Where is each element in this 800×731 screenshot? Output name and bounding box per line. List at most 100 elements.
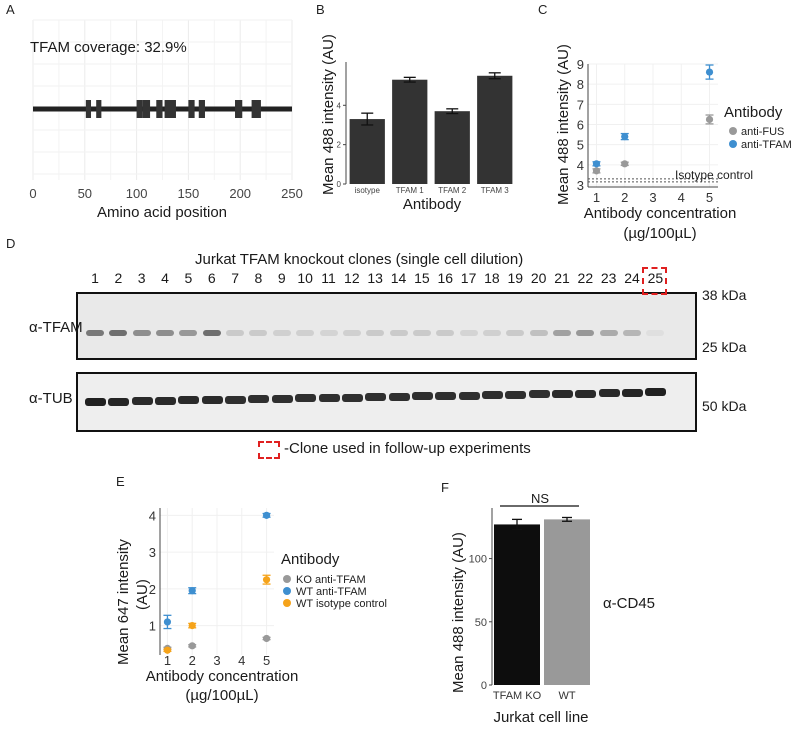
f-xtick-label: TFAM KO: [493, 690, 542, 702]
e-xlabel: Antibody concentration: [146, 668, 299, 685]
tfam-band: [553, 330, 571, 336]
tfam-band: [482, 330, 501, 336]
e-legend-swatch: [283, 599, 291, 607]
e-ylabel: Mean 647 intensity: [115, 539, 132, 665]
lane-number: 12: [344, 270, 360, 286]
lane-number: 9: [277, 270, 286, 286]
lane-number: 21: [554, 270, 570, 286]
tfam-band: [599, 330, 618, 336]
tfam-band: [296, 330, 315, 336]
a-covered-segment: [198, 100, 205, 118]
tubulin-band: [248, 395, 270, 404]
c-xtick-label: 2: [621, 190, 628, 205]
blot-legend-text: -Clone used in follow-up experiments: [284, 440, 531, 457]
a-coverage-annotation: TFAM coverage: 32.9%: [30, 39, 187, 56]
lane-number: 8: [254, 270, 263, 286]
b-xlabel: Antibody: [403, 196, 462, 213]
lane-number: 19: [507, 270, 524, 286]
marker-25kda: 25 kDa: [702, 339, 747, 355]
c-ytick-label: 3: [577, 178, 584, 193]
panel-label-f: F: [441, 480, 449, 495]
tubulin-band: [388, 392, 410, 401]
tubulin-band: [178, 396, 200, 405]
lane-number: 22: [577, 270, 594, 286]
c-xtick-label: 4: [678, 190, 685, 205]
tfam-band: [249, 330, 268, 336]
tubulin-band: [575, 389, 597, 398]
e-point: [188, 622, 196, 630]
legend-dashed-box: [258, 441, 280, 459]
e-ylabel2: (AU): [134, 579, 151, 610]
lane-number: 18: [484, 270, 500, 286]
tubulin-band: [458, 391, 480, 400]
c-point: [592, 167, 601, 175]
a-covered-segment: [164, 100, 176, 118]
a-xtick-label: 200: [229, 186, 251, 201]
c-point: [592, 160, 601, 168]
lane-number: 25: [647, 270, 664, 286]
b-ylabel: Mean 488 intensity (AU): [320, 34, 337, 195]
c-ytick-label: 9: [577, 57, 584, 72]
tubulin-band: [295, 394, 317, 403]
lane-number: 23: [600, 270, 617, 286]
f-ytick-label: 0: [481, 680, 487, 692]
c-xlabel2: (µg/100µL): [623, 225, 696, 242]
tubulin-band: [435, 392, 457, 400]
marker-50kda: 50 kDa: [702, 398, 747, 414]
tubulin-blot: [76, 372, 697, 432]
b-bar: [392, 79, 428, 184]
c-xtick-label: 1: [593, 190, 600, 205]
a-covered-segment: [251, 100, 261, 118]
b-xtick-label: TFAM 1: [396, 186, 425, 195]
c-ytick-label: 6: [577, 117, 584, 132]
tubulin-band: [552, 390, 573, 398]
e-point: [188, 642, 196, 650]
c-xtick-label: 3: [649, 190, 656, 205]
e-legend-label: KO anti-TFAM: [296, 574, 366, 586]
e-point: [188, 587, 196, 595]
tfam-band: [226, 330, 245, 336]
tubulin-band: [411, 392, 433, 401]
f-xtick-label: WT: [558, 690, 575, 702]
b-ytick-label: 4: [337, 101, 342, 110]
lane-number: 13: [367, 270, 383, 286]
panel-label-b: B: [316, 2, 325, 17]
e-xtick-label: 4: [238, 653, 245, 668]
tfam-band: [272, 330, 291, 336]
lane-number: 4: [161, 270, 169, 286]
a-covered-segment: [85, 100, 92, 118]
marker-38kda: 38 kDa: [702, 287, 747, 303]
tfam-band: [412, 330, 431, 336]
e-point: [163, 646, 172, 654]
lane-number: 7: [231, 270, 239, 286]
a-xtick-label: 50: [78, 186, 92, 201]
panel-label-e: E: [116, 474, 125, 489]
a-xtick-label: 250: [281, 186, 303, 201]
e-xtick-label: 1: [164, 653, 171, 668]
a-xtick-label: 0: [29, 186, 36, 201]
lane-number: 3: [137, 270, 146, 286]
a-xtick-label: 150: [178, 186, 200, 201]
tfam-row-label: α-TFAM: [29, 319, 83, 336]
tfam-band: [529, 330, 548, 336]
e-legend-swatch: [283, 575, 291, 583]
tubulin-band: [201, 396, 223, 404]
b-xtick-label: TFAM 3: [481, 186, 510, 195]
e-point: [262, 576, 271, 584]
a-covered-segment: [136, 100, 143, 118]
lane-number: 2: [114, 270, 123, 286]
lane-number: 17: [460, 270, 477, 286]
e-legend-label: WT isotype control: [296, 598, 387, 610]
lane-number: 24: [624, 270, 640, 286]
f-bar: [494, 524, 540, 685]
c-point: [621, 132, 629, 141]
tubulin-band: [131, 397, 153, 406]
tubulin-band: [365, 393, 387, 402]
e-xlabel2: (µg/100µL): [185, 687, 258, 704]
c-xlabel: Antibody concentration: [584, 205, 737, 222]
lane-number: 10: [297, 270, 313, 286]
tfam-band: [156, 330, 175, 336]
b-xtick-label: isotype: [355, 186, 381, 195]
e-ytick-label: 1: [149, 619, 156, 634]
